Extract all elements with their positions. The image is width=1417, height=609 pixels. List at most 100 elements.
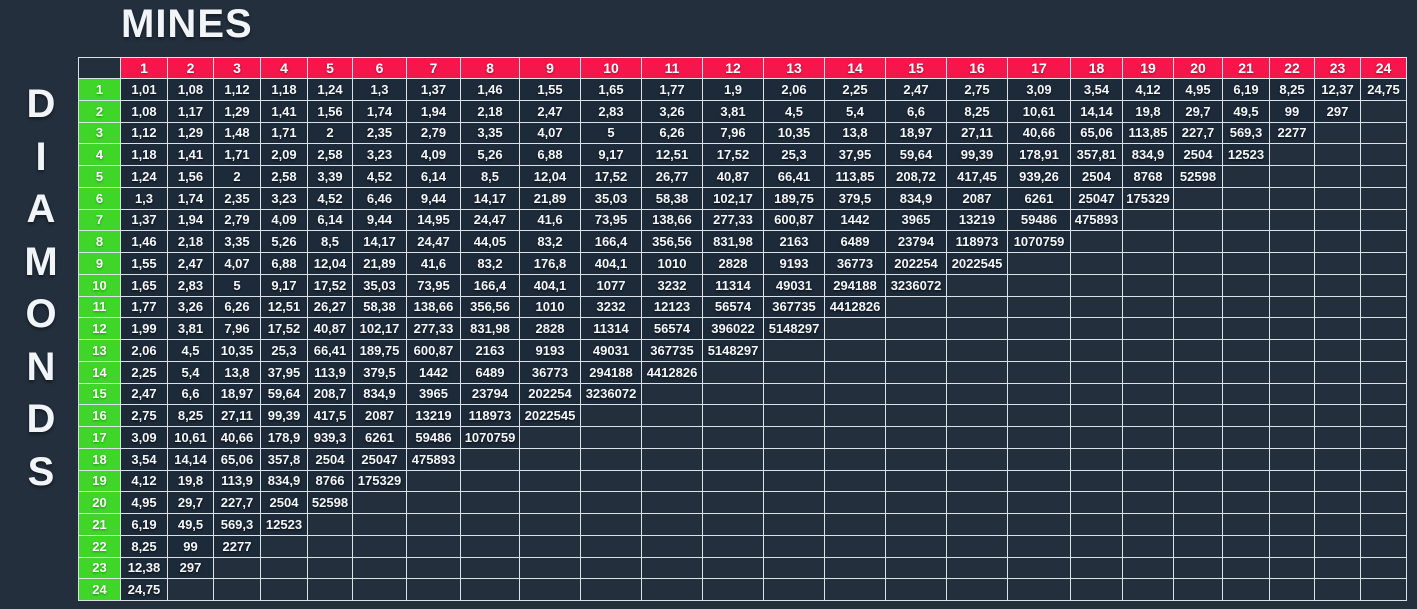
empty-cell xyxy=(1007,491,1071,514)
empty-cell xyxy=(1007,513,1071,536)
multiplier-cell: 14,95 xyxy=(406,208,461,232)
mines-header-cell: 17 xyxy=(1007,57,1071,79)
multiplier-cell: 2,47 xyxy=(120,382,168,406)
multiplier-cell: 1,18 xyxy=(260,78,308,101)
multiplier-cell: 2,35 xyxy=(213,186,261,210)
multiplier-cell: 37,95 xyxy=(260,360,308,384)
mines-header-cell: 15 xyxy=(885,57,947,79)
multiplier-cell: 14,17 xyxy=(460,186,520,210)
empty-cell xyxy=(1314,317,1361,340)
empty-cell xyxy=(1122,252,1174,275)
empty-cell xyxy=(1122,491,1174,514)
multiplier-cell: 2,09 xyxy=(260,143,308,166)
multiplier-cell: 9,17 xyxy=(260,273,308,297)
table-row: 20 4,95 29,7 227,7 2504 52598 xyxy=(78,491,1407,514)
multiplier-cell: 29,7 xyxy=(1173,99,1223,123)
multiplier-cell: 1070759 xyxy=(1007,230,1071,253)
multiplier-cell: 6,26 xyxy=(213,295,261,319)
multiplier-cell: 27,11 xyxy=(213,404,261,427)
multiplier-cell: 14,17 xyxy=(352,230,407,253)
empty-cell xyxy=(213,556,261,580)
empty-cell xyxy=(1122,469,1174,493)
multiplier-cell: 6,26 xyxy=(641,121,703,145)
empty-cell xyxy=(702,556,764,580)
multiplier-cell: 175329 xyxy=(352,469,407,493)
multiplier-cell: 2504 xyxy=(260,491,308,514)
empty-cell xyxy=(352,578,407,601)
empty-cell xyxy=(1314,295,1361,319)
multiplier-cell: 2,75 xyxy=(120,404,168,427)
multiplier-cell: 11314 xyxy=(702,273,764,297)
table-row: 23 12,38 297 xyxy=(78,556,1407,580)
empty-cell xyxy=(1360,513,1407,536)
empty-cell xyxy=(1070,534,1123,558)
multiplier-cell: 1,46 xyxy=(120,230,168,253)
mines-header-cell: 20 xyxy=(1173,57,1223,79)
multiplier-cell: 6,6 xyxy=(885,99,947,123)
empty-cell xyxy=(1269,339,1315,362)
empty-cell xyxy=(1314,513,1361,536)
empty-cell xyxy=(1360,165,1407,188)
diamonds-letter: N xyxy=(26,344,56,389)
multiplier-cell: 66,41 xyxy=(307,339,353,362)
table-row: 1 1,01 1,08 1,12 1,18 1,24 1,3 1,37 1,46 1,55 1,65… xyxy=(78,78,1407,101)
empty-cell xyxy=(1173,469,1223,493)
multiplier-cell: 25047 xyxy=(1070,186,1123,210)
diamonds-header-cell: 6 xyxy=(78,186,121,210)
multiplier-cell: 41,6 xyxy=(406,252,461,275)
empty-cell xyxy=(1360,121,1407,145)
multiplier-cell: 1,94 xyxy=(406,99,461,123)
empty-cell xyxy=(406,556,461,580)
table-row: 14 2,25 5,4 13,8 37,95 113,9 379,5 1442 6489 3677… xyxy=(78,360,1407,384)
multiplier-cell: 9,44 xyxy=(406,186,461,210)
multiplier-cell: 6489 xyxy=(460,360,520,384)
empty-cell xyxy=(1269,186,1315,210)
multiplier-cell: 36773 xyxy=(824,252,886,275)
multiplier-cell: 3232 xyxy=(641,273,703,297)
multiplier-cell: 475893 xyxy=(406,447,461,471)
empty-cell xyxy=(1269,165,1315,188)
empty-cell xyxy=(1173,578,1223,601)
empty-cell xyxy=(1122,360,1174,384)
empty-cell xyxy=(1314,252,1361,275)
empty-cell xyxy=(1070,556,1123,580)
multiplier-cell: 1,56 xyxy=(167,165,214,188)
multiplier-cell: 1,24 xyxy=(120,165,168,188)
multiplier-cell: 4,5 xyxy=(167,339,214,362)
multiplier-cell: 49,5 xyxy=(1222,99,1270,123)
empty-cell xyxy=(167,578,214,601)
multiplier-cell: 6,88 xyxy=(519,143,581,166)
diamonds-header-cell: 16 xyxy=(78,404,121,427)
empty-cell xyxy=(1360,469,1407,493)
diamonds-header-cell: 24 xyxy=(78,578,121,601)
empty-cell xyxy=(1122,513,1174,536)
multiplier-cell: 294188 xyxy=(580,360,642,384)
diamonds-header-cell: 21 xyxy=(78,513,121,536)
empty-cell xyxy=(946,404,1008,427)
empty-cell xyxy=(824,491,886,514)
empty-cell xyxy=(460,578,520,601)
table-row: 17 3,09 10,61 40,66 178,9 939,3 6261 59486 10707… xyxy=(78,426,1407,449)
mines-header-cell: 18 xyxy=(1070,57,1123,79)
empty-cell xyxy=(406,534,461,558)
multiplier-cell: 65,06 xyxy=(1070,121,1123,145)
empty-cell xyxy=(824,339,886,362)
multiplier-cell: 6,46 xyxy=(352,186,407,210)
multiplier-cell: 1,74 xyxy=(352,99,407,123)
multiplier-cell: 118973 xyxy=(946,230,1008,253)
empty-cell xyxy=(406,491,461,514)
empty-cell xyxy=(1007,382,1071,406)
empty-cell xyxy=(1222,230,1270,253)
empty-cell xyxy=(1269,143,1315,166)
empty-cell xyxy=(641,491,703,514)
table-row: 24 24,75 xyxy=(78,578,1407,601)
mines-header-cell: 22 xyxy=(1269,57,1315,79)
multiplier-cell: 6261 xyxy=(1007,186,1071,210)
diamonds-header-cell: 3 xyxy=(78,121,121,145)
empty-cell xyxy=(702,404,764,427)
multiplier-cell: 52598 xyxy=(307,491,353,514)
empty-cell xyxy=(885,382,947,406)
multiplier-cell: 4,95 xyxy=(1173,78,1223,101)
empty-cell xyxy=(946,578,1008,601)
